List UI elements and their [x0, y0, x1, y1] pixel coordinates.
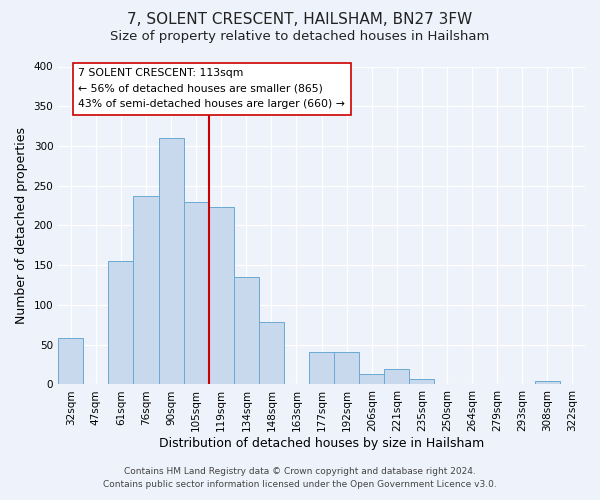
Text: 7, SOLENT CRESCENT, HAILSHAM, BN27 3FW: 7, SOLENT CRESCENT, HAILSHAM, BN27 3FW — [127, 12, 473, 28]
Text: 7 SOLENT CRESCENT: 113sqm
← 56% of detached houses are smaller (865)
43% of semi: 7 SOLENT CRESCENT: 113sqm ← 56% of detac… — [78, 68, 345, 110]
Bar — [158, 138, 184, 384]
Text: Contains HM Land Registry data © Crown copyright and database right 2024.
Contai: Contains HM Land Registry data © Crown c… — [103, 468, 497, 489]
X-axis label: Distribution of detached houses by size in Hailsham: Distribution of detached houses by size … — [159, 437, 484, 450]
Bar — [334, 352, 359, 384]
Bar — [209, 207, 234, 384]
Bar — [259, 322, 284, 384]
Bar — [58, 338, 83, 384]
Bar — [234, 277, 259, 384]
Bar — [385, 368, 409, 384]
Bar — [133, 196, 158, 384]
Bar — [535, 382, 560, 384]
Bar — [184, 202, 209, 384]
Bar — [359, 374, 385, 384]
Bar — [309, 352, 334, 384]
Y-axis label: Number of detached properties: Number of detached properties — [15, 127, 28, 324]
Text: Size of property relative to detached houses in Hailsham: Size of property relative to detached ho… — [110, 30, 490, 43]
Bar — [409, 379, 434, 384]
Bar — [109, 261, 133, 384]
